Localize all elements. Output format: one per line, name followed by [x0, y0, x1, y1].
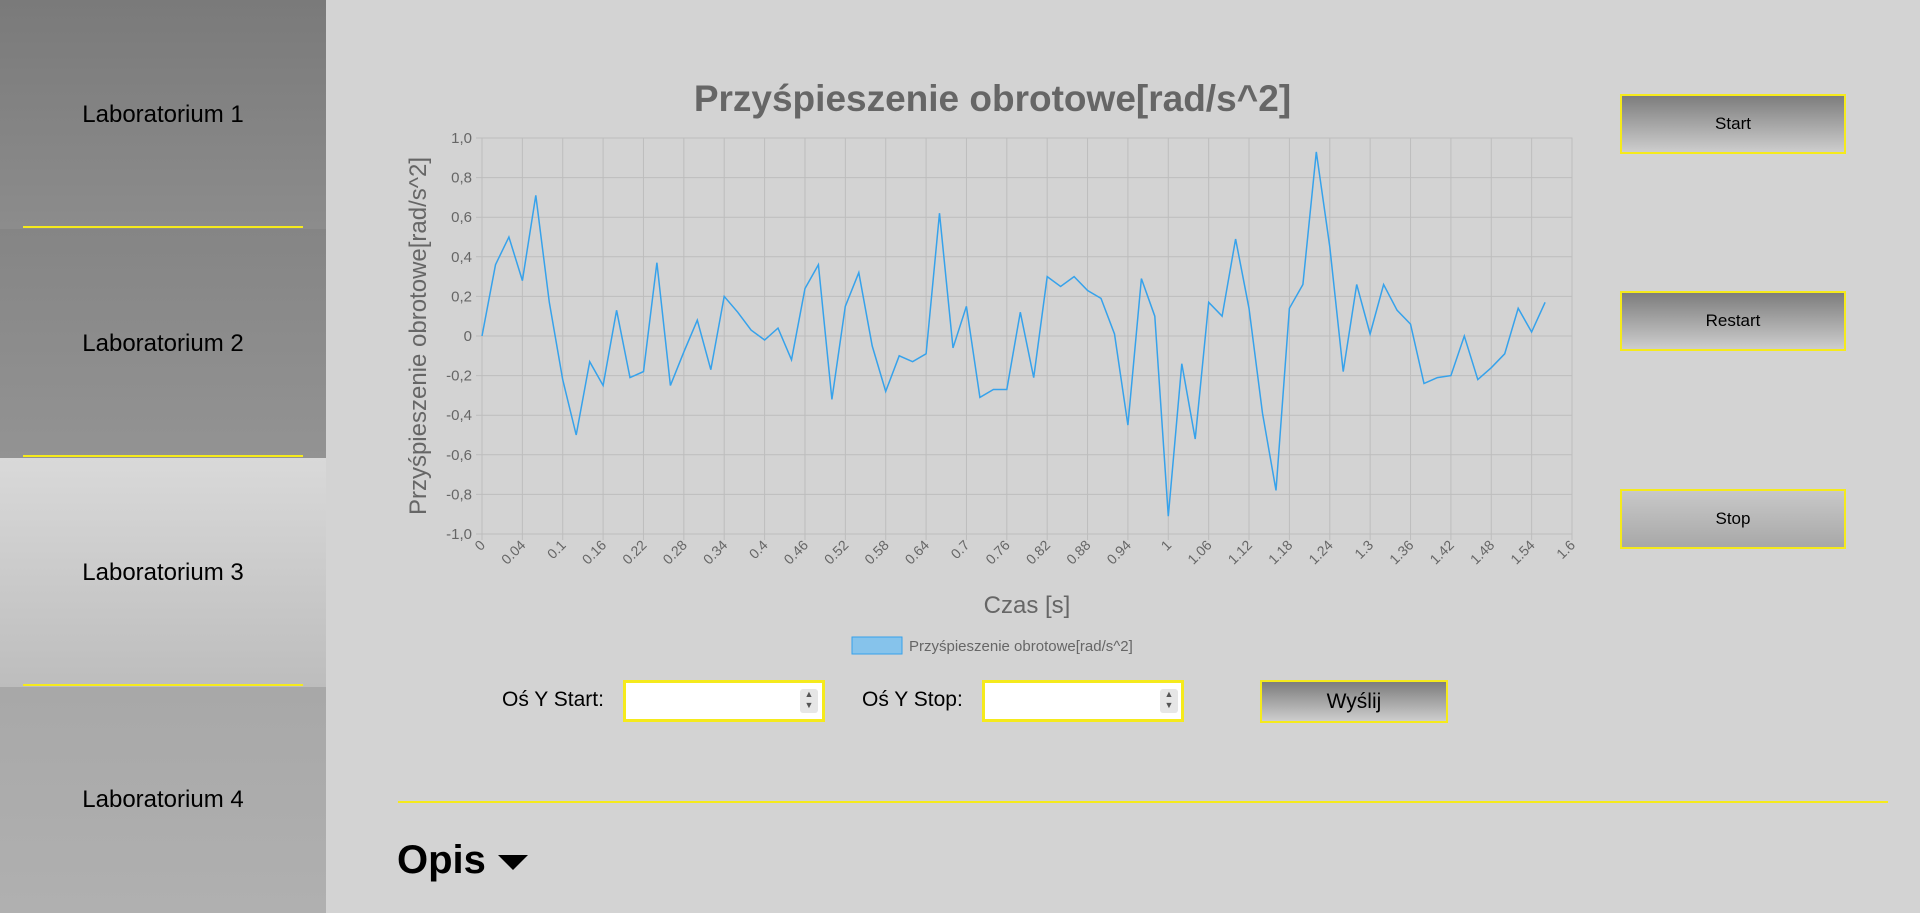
x-tick-label: 1.48 [1467, 537, 1498, 568]
y-tick-label: -0,4 [446, 407, 472, 424]
x-tick-label: 0.4 [746, 537, 771, 562]
sidebar-item-laboratorium-2[interactable]: Laboratorium 2 [0, 229, 326, 458]
y-tick-label: 0,6 [451, 209, 472, 226]
chart-title: Przyśpieszenie obrotowe[rad/s^2] [693, 78, 1292, 119]
caret-down-icon [497, 855, 528, 870]
series-line [481, 151, 1546, 517]
y-axis-label: Przyśpieszenie obrotowe[rad/s^2] [405, 157, 432, 515]
y-tick-label: 0 [464, 328, 472, 345]
line-chart: 1,0 0,8 0,6 0,4 0,2 0 -0,2 -0,4 -0,6 -0,8 -1,0 0 0.… [405, 130, 1578, 655]
x-tick-label: 1.54 [1507, 537, 1538, 568]
y-tick-label: 0,2 [451, 288, 472, 305]
sidebar: Laboratorium 1 Laboratorium 2 Laboratori… [0, 0, 326, 913]
x-tick-label: 0.82 [1023, 537, 1054, 568]
x-tick-label: 1.12 [1225, 537, 1256, 568]
x-tick-label: 0.16 [579, 537, 610, 568]
legend-swatch [851, 636, 903, 655]
x-tick-label: 1 [1158, 537, 1175, 554]
x-tick-label: 0.22 [619, 537, 650, 568]
sidebar-divider [23, 226, 303, 228]
stop-button[interactable]: Stop [1620, 489, 1846, 549]
sidebar-item-label: Laboratorium 3 [82, 558, 244, 586]
sidebar-divider [23, 684, 303, 686]
x-axis-label: Czas [s] [984, 592, 1071, 619]
y-tick-label: 0,8 [451, 170, 472, 187]
send-button[interactable]: Wyślij [1260, 680, 1448, 723]
restart-button[interactable]: Restart [1620, 291, 1846, 351]
y-tick-label: -0,2 [446, 368, 472, 385]
section-divider [398, 801, 1888, 803]
x-tick-label: 0.94 [1103, 537, 1134, 568]
y-axis-ticks: 1,0 0,8 0,6 0,4 0,2 0 -0,2 -0,4 -0,6 -0,8 -1,0 [446, 130, 472, 543]
x-tick-label: 0.64 [902, 537, 933, 568]
y-start-label: Oś Y Start: [502, 688, 604, 711]
sidebar-item-laboratorium-1[interactable]: Laboratorium 1 [0, 0, 326, 229]
x-tick-label: 0.1 [544, 537, 569, 562]
sidebar-item-laboratorium-4[interactable]: Laboratorium 4 [0, 687, 326, 913]
x-tick-label: 0.88 [1063, 537, 1094, 568]
x-tick-label: 0.76 [982, 537, 1013, 568]
x-tick-label: 0.7 [947, 537, 972, 562]
sidebar-divider [23, 455, 303, 457]
x-tick-label: 1.24 [1305, 537, 1336, 568]
sidebar-item-label: Laboratorium 1 [82, 100, 244, 128]
x-tick-label: 1.3 [1351, 537, 1376, 562]
y-start-spinner-icon[interactable]: ▲ ▼ [800, 689, 818, 713]
opis-heading: Opis [397, 838, 486, 882]
x-tick-label: 1.36 [1386, 537, 1417, 568]
stop-button-label: Stop [1715, 509, 1751, 528]
y-tick-label: -1,0 [446, 526, 472, 543]
sidebar-item-label: Laboratorium 2 [82, 329, 244, 357]
y-tick-label: 0,4 [451, 249, 472, 266]
x-tick-label: 0.34 [700, 537, 731, 568]
chart-grid [476, 137, 1573, 540]
x-tick-label: 0.28 [659, 537, 690, 568]
y-tick-label: -0,8 [446, 486, 472, 503]
y-start-input[interactable] [623, 680, 825, 722]
x-axis-ticks: 0 0.04 0.1 0.16 0.22 0.28 0.34 0.4 0.46 0.52 0.58 0… [471, 537, 1578, 568]
y-tick-label: -0,6 [446, 447, 472, 464]
x-tick-label: 1.42 [1426, 537, 1457, 568]
sidebar-item-label: Laboratorium 4 [82, 786, 244, 813]
y-tick-label: 1,0 [451, 130, 472, 147]
send-button-label: Wyślij [1326, 689, 1382, 713]
x-tick-label: 0.46 [781, 537, 812, 568]
x-tick-label: 0.52 [821, 537, 852, 568]
y-stop-input[interactable] [982, 680, 1184, 722]
x-tick-label: 1.06 [1184, 537, 1215, 568]
x-tick-label: 1.18 [1265, 537, 1296, 568]
sidebar-item-laboratorium-3[interactable]: Laboratorium 3 [0, 458, 326, 687]
y-stop-spinner-icon[interactable]: ▲ ▼ [1160, 689, 1178, 713]
start-button[interactable]: Start [1620, 94, 1846, 154]
y-stop-label: Oś Y Stop: [862, 688, 963, 711]
opis-toggle[interactable]: Opis [397, 838, 528, 883]
restart-button-label: Restart [1705, 311, 1761, 330]
x-tick-label: 1.6 [1553, 537, 1578, 562]
x-tick-label: 0 [471, 537, 488, 554]
x-tick-label: 0.04 [498, 537, 529, 568]
x-tick-label: 0.58 [861, 537, 892, 568]
start-button-label: Start [1715, 114, 1751, 133]
legend-label: Przyśpieszenie obrotowe[rad/s^2] [909, 638, 1133, 655]
